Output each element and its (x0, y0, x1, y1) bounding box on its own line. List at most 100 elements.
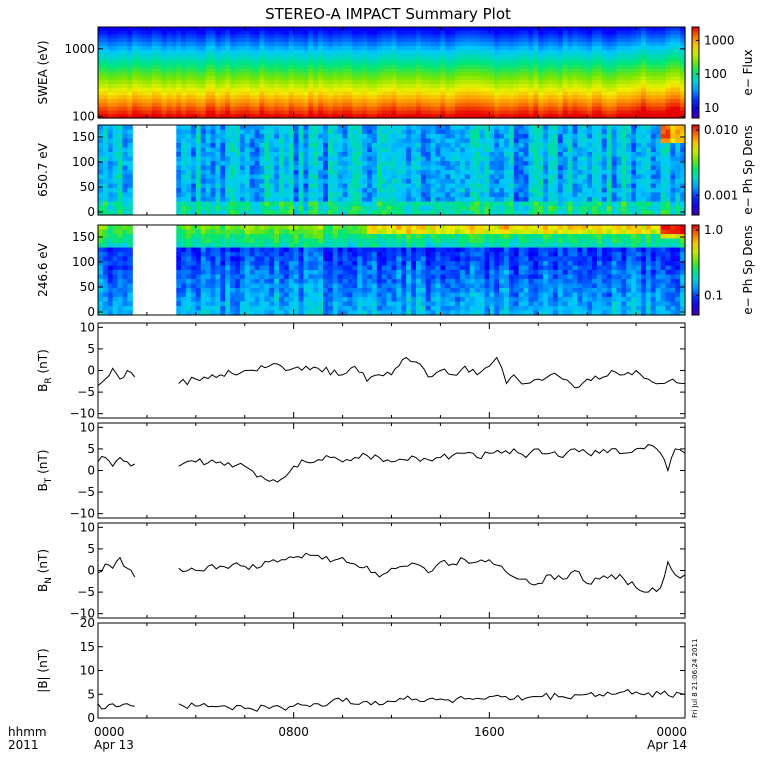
heatmap-cell (342, 64, 349, 70)
heatmap-cell (640, 49, 647, 55)
heatmap-cell (239, 91, 246, 96)
heatmap-cell (474, 138, 481, 144)
heatmap-cell (156, 45, 163, 51)
heatmap-cell (489, 34, 495, 39)
heatmap-cell (122, 188, 128, 194)
heatmap-cell (450, 170, 456, 176)
heatmap-cell (621, 87, 627, 93)
heatmap-cell (660, 80, 667, 85)
heatmap-cell (332, 188, 339, 194)
heatmap-cell (596, 201, 603, 207)
heatmap-cell (327, 64, 334, 70)
heatmap-cell (386, 152, 393, 158)
heatmap-cell (161, 38, 168, 43)
heatmap-cell (645, 165, 652, 171)
heatmap-cell (278, 64, 285, 70)
heatmap-cell (303, 156, 309, 162)
heatmap-cell (215, 143, 221, 149)
heatmap-cell (264, 188, 270, 194)
heatmap-cell (146, 57, 153, 62)
heatmap-cell (205, 197, 212, 203)
heatmap-cell (112, 27, 119, 32)
heatmap-cell (518, 179, 525, 185)
heatmap-cell (303, 34, 309, 39)
heatmap-cell (552, 197, 559, 203)
heatmap-cell (528, 53, 534, 58)
heatmap-cell (528, 57, 534, 62)
heatmap-cell (626, 197, 632, 203)
heatmap-cell (459, 87, 466, 93)
heatmap-cell (259, 68, 265, 74)
heatmap-cell (523, 27, 530, 32)
heatmap-cell (98, 129, 104, 135)
heatmap-cell (474, 156, 481, 162)
heatmap-cell (278, 114, 285, 119)
heatmap-cell (577, 45, 583, 51)
heatmap-cell (469, 83, 476, 89)
heatmap-cell (582, 91, 588, 96)
heatmap-cell (572, 57, 578, 62)
heatmap-cell (146, 38, 153, 43)
heatmap-cell (548, 110, 554, 115)
heatmap-cell (234, 64, 241, 70)
heatmap-cell (587, 38, 593, 43)
heatmap-cell (543, 210, 549, 216)
heatmap-cell (146, 72, 153, 77)
heatmap-cell (464, 80, 471, 85)
heatmap-cell (621, 192, 627, 198)
heatmap-cell (190, 27, 197, 32)
heatmap-cell (278, 76, 285, 81)
heatmap-cell (665, 87, 671, 93)
heatmap-cell (606, 91, 613, 96)
heatmap-cell (513, 179, 520, 185)
heatmap-cell (445, 165, 451, 171)
heatmap-cell (98, 34, 104, 39)
heatmap-cell (406, 76, 412, 81)
heatmap-cell (288, 38, 295, 43)
heatmap-cell (411, 106, 417, 112)
heatmap-cell (562, 95, 569, 100)
heatmap-cell (523, 68, 530, 74)
heatmap-cell (137, 53, 143, 58)
heatmap-cell (190, 83, 197, 89)
heatmap-cell (557, 138, 564, 144)
heatmap-cell (283, 201, 290, 207)
heatmap-cell (367, 165, 373, 171)
heatmap-cell (117, 206, 124, 212)
heatmap-cell (592, 147, 598, 153)
heatmap-cell (200, 53, 207, 58)
heatmap-cell (445, 192, 451, 198)
heatmap-cell (572, 210, 578, 216)
heatmap-cell (352, 192, 358, 198)
heatmap-cell (415, 27, 422, 32)
heatmap-cell (342, 156, 349, 162)
heatmap-cell (176, 179, 182, 185)
heatmap-cell (631, 30, 637, 36)
heatmap-cell (572, 42, 578, 47)
heatmap-cell (332, 138, 339, 144)
heatmap-cell (230, 183, 236, 189)
heatmap-cell (308, 134, 314, 140)
heatmap-cell (342, 161, 349, 167)
heatmap-cell (239, 183, 246, 189)
heatmap-cell (596, 30, 603, 36)
heatmap-cell (455, 27, 461, 32)
heatmap-cell (484, 143, 490, 149)
heatmap-cell (137, 61, 143, 66)
heatmap-cell (543, 192, 549, 198)
heatmap-cell (596, 76, 603, 81)
heatmap-cell (391, 192, 397, 198)
heatmap-cell (254, 106, 261, 112)
heatmap-cell (440, 80, 446, 85)
heatmap-cell (186, 179, 192, 185)
heatmap-cell (259, 161, 265, 167)
heatmap-cell (479, 64, 486, 70)
heatmap-cell (264, 210, 270, 216)
heatmap-cell (626, 102, 632, 108)
heatmap-cell (327, 83, 334, 89)
heatmap-cell (107, 114, 114, 119)
heatmap-cell (455, 170, 461, 176)
heatmap-cell (621, 125, 627, 131)
heatmap-cell (650, 114, 657, 119)
heatmap-cell (347, 206, 353, 212)
